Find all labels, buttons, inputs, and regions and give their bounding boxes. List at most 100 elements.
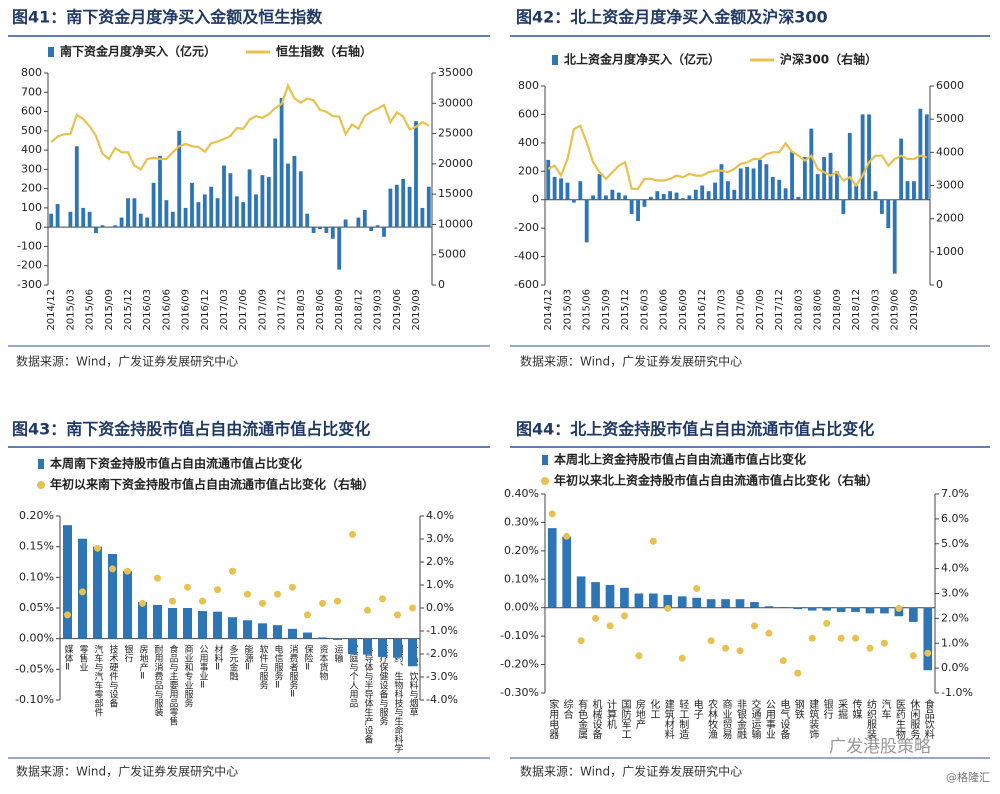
dot (852, 634, 860, 642)
y-tick-label: 0.30% (504, 515, 539, 528)
x-tick-label: 2019/06 (392, 289, 403, 331)
x-tick-label: 2014/12 (543, 289, 554, 331)
chart-title: 图44：北上资金持股市值占自由流通市值占比变化 (516, 420, 874, 439)
chart-title: 图43：南下资金持股市值占自由流通市值占比变化 (12, 420, 370, 439)
x-tick-label: 2018/03 (296, 289, 307, 331)
y2-tick-label: 6000 (936, 79, 964, 92)
bar (661, 194, 666, 200)
bar (228, 617, 237, 639)
y2-tick-label: 35000 (438, 66, 473, 79)
x-tick-label: 2018/09 (334, 289, 345, 331)
y-tick-label: -0.20% (500, 658, 539, 671)
x-tick-label: 食品、饮料与烟草 (408, 644, 419, 718)
bar (835, 171, 839, 200)
bar (407, 186, 412, 228)
bar (68, 211, 73, 228)
bar (783, 188, 788, 200)
legend-label: 年初以来北上资金持股市值占自由流通市值占比变化（右轴） (554, 473, 878, 488)
bar (273, 138, 278, 228)
dot (895, 604, 903, 612)
x-tick-label: 2015/12 (123, 289, 134, 331)
dot (563, 532, 571, 540)
x-tick-label: 化工 (648, 698, 660, 719)
bar (605, 584, 615, 608)
x-tick-label: 2018/06 (315, 289, 326, 331)
watermark: 广发港股策略 (829, 737, 931, 757)
dot (229, 567, 236, 575)
x-tick-label: 半导体与半导体生产设备 (363, 644, 374, 744)
bar (851, 607, 860, 612)
bar (764, 606, 774, 608)
x-tick-label: 汽车 (879, 698, 891, 720)
bar (55, 204, 60, 228)
bar (562, 536, 571, 608)
bar (770, 176, 775, 200)
bar (880, 607, 889, 614)
bar (796, 196, 801, 200)
y2-tick-label: 0.0% (426, 601, 454, 614)
bar (677, 596, 687, 608)
x-tick-label: 纺织服装 (865, 698, 877, 740)
bar (168, 608, 177, 639)
dot (866, 644, 874, 652)
bar (158, 155, 162, 228)
bar (681, 198, 685, 200)
bar (426, 186, 431, 228)
x-tick-label: 技术硬件与设备 (108, 644, 119, 708)
bar (700, 185, 705, 200)
dot (274, 590, 281, 598)
dot (837, 634, 845, 642)
bar (388, 188, 393, 228)
legend-label: 南下资金月度净买入（亿元） (60, 44, 216, 59)
y2-tick-label: 4.0% (426, 509, 454, 522)
x-tick-label: 2016/06 (659, 289, 670, 331)
bar (145, 217, 150, 228)
bar (706, 599, 716, 608)
y2-tick-label: -2.0% (426, 647, 458, 660)
bar (348, 638, 357, 654)
bar (854, 185, 859, 200)
bar (164, 200, 169, 228)
x-tick-label: 交通运输 (749, 698, 761, 740)
bar (330, 227, 335, 239)
x-tick-label: 食品与主要用品零售 (168, 644, 179, 727)
dot (548, 510, 556, 518)
bar (378, 638, 387, 658)
bar (918, 108, 923, 200)
y-tick-label: -600 (514, 278, 539, 291)
bar (258, 623, 267, 639)
y-tick-label: 600 (518, 107, 539, 120)
bar (228, 173, 233, 228)
y-tick-label: -200 (17, 259, 42, 272)
bar (401, 179, 406, 228)
bar (636, 199, 640, 222)
dot (349, 530, 356, 538)
x-tick-label: 房地产 (633, 698, 645, 730)
x-tick-label: 2019/06 (890, 289, 901, 331)
bar (202, 194, 207, 228)
x-tick-label: 制药、生物科技与生命科学 (393, 644, 404, 753)
x-tick-label: 2017/12 (277, 289, 288, 331)
bar (222, 165, 226, 228)
y-tick-label: -400 (514, 250, 539, 263)
bar (623, 195, 628, 200)
bar (692, 597, 701, 608)
bar (923, 607, 933, 671)
x-tick-label: 2015/03 (65, 289, 76, 331)
x-tick-label: 运输 (333, 645, 344, 664)
y2-tick-label: 2.0% (941, 611, 969, 624)
dot (794, 669, 802, 677)
y2-tick-label: 4.0% (941, 562, 969, 575)
dot (259, 599, 266, 607)
y-tick-label: 800 (21, 66, 42, 79)
x-tick-label: 商业贸易 (720, 698, 732, 740)
bar (865, 607, 875, 614)
y-tick-label: 0.10% (504, 572, 539, 585)
dot (304, 611, 311, 619)
dot (678, 654, 686, 662)
x-tick-label: 耐用消费品与服装 (153, 644, 164, 718)
bar (836, 607, 846, 612)
bar (546, 159, 551, 200)
x-tick-label: 多元金融 (228, 644, 239, 682)
bar (337, 227, 342, 270)
